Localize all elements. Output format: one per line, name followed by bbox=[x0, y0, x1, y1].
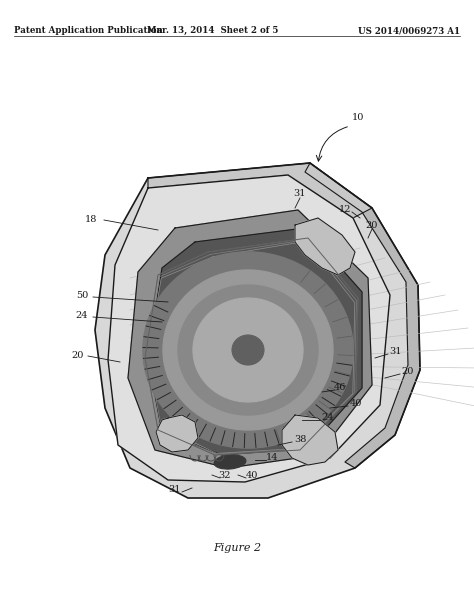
Text: 20: 20 bbox=[72, 351, 84, 359]
Text: 20: 20 bbox=[366, 221, 378, 230]
Ellipse shape bbox=[178, 285, 318, 415]
Text: 31: 31 bbox=[294, 189, 306, 197]
Text: 31: 31 bbox=[169, 486, 181, 494]
Text: Patent Application Publication: Patent Application Publication bbox=[14, 26, 163, 35]
Text: Mar. 13, 2014  Sheet 2 of 5: Mar. 13, 2014 Sheet 2 of 5 bbox=[147, 26, 279, 35]
Text: 10: 10 bbox=[352, 114, 364, 122]
Text: 12: 12 bbox=[339, 205, 351, 214]
Text: Figure 2: Figure 2 bbox=[213, 543, 261, 553]
Text: 18: 18 bbox=[85, 216, 97, 224]
Polygon shape bbox=[128, 210, 372, 468]
Text: 14: 14 bbox=[266, 453, 278, 463]
Polygon shape bbox=[305, 163, 420, 468]
Polygon shape bbox=[148, 228, 362, 455]
Text: 38: 38 bbox=[294, 436, 306, 444]
Polygon shape bbox=[95, 163, 420, 498]
Text: 32: 32 bbox=[219, 472, 231, 480]
Polygon shape bbox=[108, 175, 390, 482]
Text: 31: 31 bbox=[390, 348, 402, 356]
Text: 40: 40 bbox=[350, 400, 362, 409]
Polygon shape bbox=[282, 415, 338, 465]
Ellipse shape bbox=[232, 335, 264, 365]
Text: 50: 50 bbox=[76, 291, 88, 301]
Polygon shape bbox=[148, 163, 372, 218]
Polygon shape bbox=[295, 218, 355, 275]
Text: US 2014/0069273 A1: US 2014/0069273 A1 bbox=[358, 26, 460, 35]
Ellipse shape bbox=[163, 270, 333, 430]
Ellipse shape bbox=[143, 252, 353, 448]
Text: 46: 46 bbox=[334, 384, 346, 392]
Text: 24: 24 bbox=[322, 414, 334, 422]
Text: 20: 20 bbox=[402, 367, 414, 376]
Text: 40: 40 bbox=[246, 472, 258, 480]
Polygon shape bbox=[156, 415, 198, 452]
Text: 24: 24 bbox=[76, 312, 88, 321]
Ellipse shape bbox=[193, 298, 303, 402]
Ellipse shape bbox=[214, 455, 246, 469]
